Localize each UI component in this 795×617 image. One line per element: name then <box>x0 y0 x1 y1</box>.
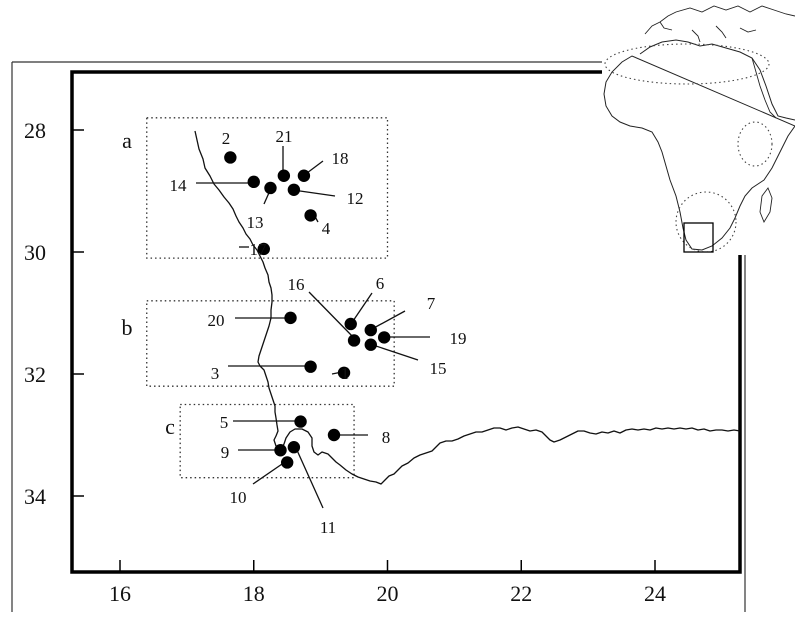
site-label-4: 4 <box>322 219 331 238</box>
site-labels: 1 2 3 4 5 6 7 8 9 10 11 12 13 14 15 16 1… <box>170 127 467 537</box>
red-sea-line <box>751 57 777 119</box>
site-marker-4 <box>304 209 317 222</box>
site-label-5: 5 <box>220 413 229 432</box>
site-label-10: 10 <box>230 488 247 507</box>
site-label-17: 17 <box>250 240 268 259</box>
x-tick-label-18: 18 <box>243 581 265 606</box>
site-marker-18 <box>297 169 311 182</box>
leader-10 <box>252 461 286 485</box>
region-label-b: b <box>122 315 133 340</box>
site-marker-1 <box>337 366 351 379</box>
site-marker-15 <box>364 338 377 351</box>
site-label-19: 19 <box>450 329 467 348</box>
site-markers <box>224 151 391 469</box>
region-label-c: c <box>165 414 175 439</box>
site-marker-3 <box>304 360 317 373</box>
site-marker-11 <box>287 441 301 454</box>
site-label-16: 16 <box>288 275 305 294</box>
label-leader-lines <box>196 146 430 509</box>
leader-12 <box>292 189 336 197</box>
sahara-range-ellipse <box>604 43 770 85</box>
leader-15 <box>372 344 419 361</box>
x-tick-label-20: 20 <box>377 581 399 606</box>
site-label-20: 20 <box>208 311 225 330</box>
region-label-a: a <box>122 128 132 153</box>
x-tick-label-22: 22 <box>510 581 532 606</box>
site-label-12: 12 <box>347 189 364 208</box>
study-area-box <box>683 222 714 253</box>
site-marker-5 <box>294 415 307 428</box>
africa-inset-map <box>602 0 795 255</box>
y-tick-label-30: 30 <box>24 240 46 265</box>
x-axis: 16 18 20 22 24 <box>109 560 666 606</box>
site-label-18: 18 <box>332 149 349 168</box>
y-tick-label-32: 32 <box>24 362 46 387</box>
site-marker-10 <box>280 456 294 469</box>
y-tick-label-28: 28 <box>24 118 46 143</box>
site-marker-7 <box>364 323 377 337</box>
site-marker-14 <box>247 175 260 189</box>
site-label-15: 15 <box>430 359 447 378</box>
south-africa-range-circle <box>675 191 737 253</box>
plot-frame <box>70 70 742 574</box>
x-tick-label-24: 24 <box>644 581 666 606</box>
site-label-21: 21 <box>276 127 293 146</box>
leader-7 <box>371 310 406 330</box>
site-label-8: 8 <box>382 428 391 447</box>
site-label-14: 14 <box>170 176 188 195</box>
coastline <box>194 130 741 485</box>
site-marker-9 <box>274 444 287 457</box>
y-axis: 28 30 32 34 <box>24 118 84 509</box>
east-africa-range-ellipse <box>737 121 773 167</box>
site-label-3: 3 <box>211 364 220 383</box>
inset-background <box>602 0 795 255</box>
site-marker-20 <box>284 311 297 325</box>
x-tick-label-16: 16 <box>109 581 131 606</box>
region-boxes <box>146 117 395 479</box>
y-tick-label-34: 34 <box>24 484 46 509</box>
region-letters: a b c <box>122 128 176 439</box>
site-label-11: 11 <box>320 518 336 537</box>
region-box-c <box>179 403 355 479</box>
site-label-7: 7 <box>427 294 436 313</box>
site-marker-19 <box>377 331 391 344</box>
site-marker-16 <box>347 334 361 347</box>
leader-6 <box>352 292 373 322</box>
site-marker-8 <box>327 428 341 442</box>
site-label-9: 9 <box>221 443 230 462</box>
africa-outline <box>603 39 795 251</box>
site-label-2: 2 <box>222 129 231 148</box>
leader-16 <box>308 291 356 340</box>
madagascar-outline <box>759 187 773 224</box>
site-label-13: 13 <box>247 213 264 232</box>
site-marker-21 <box>277 169 291 182</box>
site-marker-13 <box>264 181 277 195</box>
site-label-1: 1 <box>341 364 350 383</box>
site-marker-2 <box>224 151 237 164</box>
site-marker-6 <box>344 317 357 331</box>
site-label-6: 6 <box>376 274 385 293</box>
site-marker-12 <box>287 183 301 196</box>
region-box-a <box>146 117 389 259</box>
site-marker-17 <box>257 242 270 256</box>
europe-outline <box>644 5 795 43</box>
leader-11 <box>295 447 324 509</box>
